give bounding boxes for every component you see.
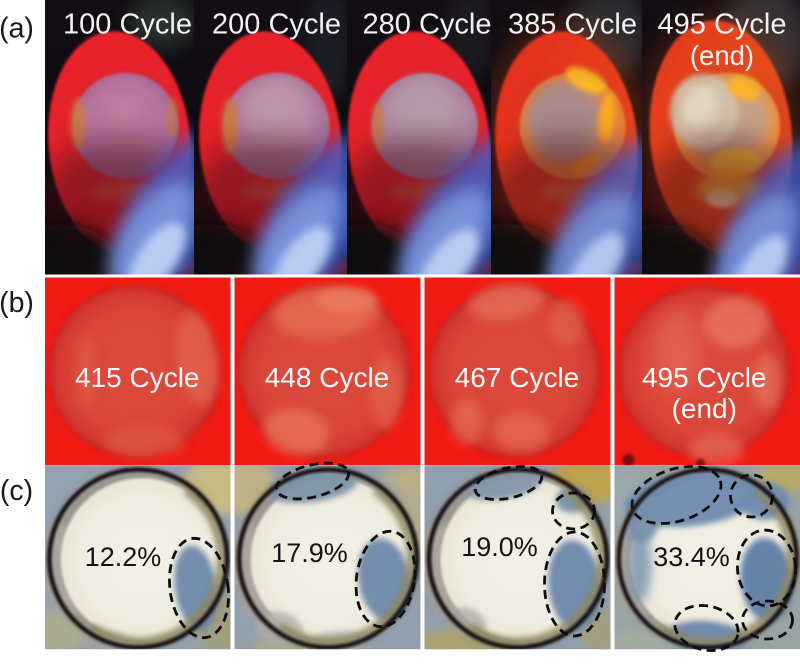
svg-text:(b): (b) [0, 287, 34, 319]
svg-text:495 Cycle: 495 Cycle [658, 9, 787, 41]
svg-text:467 Cycle: 467 Cycle [455, 362, 580, 393]
svg-text:200 Cycle: 200 Cycle [212, 9, 341, 41]
svg-text:(end): (end) [672, 393, 737, 424]
svg-text:385 Cycle: 385 Cycle [508, 9, 637, 41]
svg-text:280 Cycle: 280 Cycle [363, 9, 492, 41]
svg-text:100 Cycle: 100 Cycle [63, 9, 192, 41]
svg-text:495 Cycle: 495 Cycle [642, 362, 767, 393]
svg-text:(c): (c) [0, 475, 33, 507]
svg-text:(a): (a) [0, 13, 34, 45]
svg-text:12.2%: 12.2% [85, 542, 162, 572]
svg-text:(end): (end) [690, 40, 754, 71]
svg-text:33.4%: 33.4% [653, 542, 730, 572]
svg-text:448 Cycle: 448 Cycle [265, 362, 390, 393]
svg-text:17.9%: 17.9% [271, 538, 348, 568]
svg-text:415 Cycle: 415 Cycle [75, 362, 200, 393]
svg-text:19.0%: 19.0% [461, 532, 538, 562]
